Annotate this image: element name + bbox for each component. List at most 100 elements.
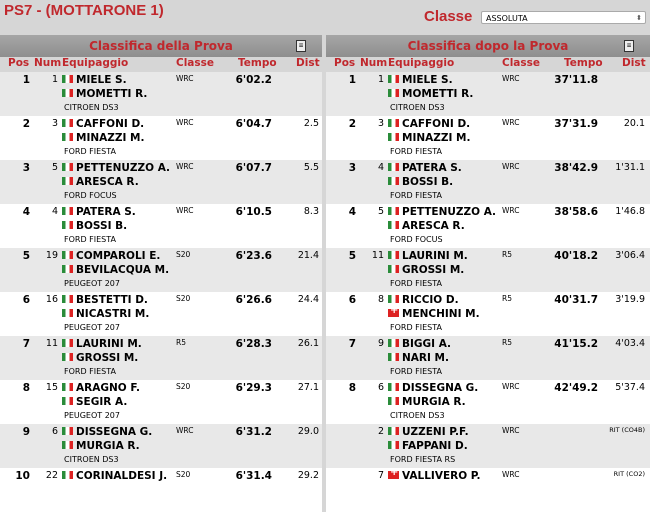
time: 40'18.2 [554,250,598,262]
header-classe[interactable]: Classe [176,57,215,69]
header-num[interactable]: Num [34,57,62,69]
header-pos[interactable]: Pos [8,57,30,69]
driver-name: LAURINI M. [76,338,142,350]
pos: 10 [15,470,30,482]
codriver[interactable]: MOMETTI R. [62,88,147,100]
codriver[interactable]: MINAZZI M. [388,132,471,144]
codriver[interactable]: BOSSI B. [62,220,127,232]
driver[interactable]: LAURINI M. [62,338,142,350]
driver[interactable]: PETTENUZZO A. [388,206,496,218]
driver[interactable]: BESTETTI D. [62,294,148,306]
print-icon[interactable]: ≡ [296,40,306,52]
table-row: 2 3 CAFFONI D. MINAZZI M. FORD FIESTA WRC 37'3… [326,116,650,160]
class: WRC [502,470,520,479]
time: 42'49.2 [554,382,598,394]
header-num[interactable]: Num [360,57,388,69]
codriver[interactable]: MENCHINI M. [388,305,480,320]
header-equipaggio[interactable]: Equipaggio [62,57,129,69]
dist: 1'31.1 [615,162,645,173]
classe-select-value: ASSOLUTA [486,14,528,23]
car: CITROEN DS3 [64,103,119,112]
italian-flag-icon [62,75,73,83]
italian-flag-icon [62,309,73,317]
codriver[interactable]: GROSSI M. [388,264,464,276]
codriver-name: ARESCA R. [76,176,139,188]
codriver-name: FAPPANI D. [402,440,468,452]
header-dist[interactable]: Dist [296,57,320,69]
page-title: PS7 - (MOTTARONE 1) [4,2,164,19]
dist: 5'37.4 [615,382,645,393]
num: 4 [51,206,58,217]
dist: 2.5 [303,118,319,129]
codriver[interactable]: SEGIR A. [62,396,127,408]
codriver[interactable]: BEVILACQUA M. [62,264,169,276]
driver[interactable]: UZZENI P.F. [388,426,469,438]
codriver[interactable]: MURGIA R. [62,440,140,452]
table-row: 3 5 PETTENUZZO A. ARESCA R. FORD FOCUS WRC 6'0… [0,160,322,204]
car: FORD FIESTA [64,367,116,376]
class: WRC [176,162,194,171]
pos: 5 [348,250,356,262]
driver[interactable]: CAFFONI D. [62,118,144,130]
driver[interactable]: DISSEGNA G. [62,426,152,438]
header-tempo[interactable]: Tempo [564,57,603,69]
driver[interactable]: VALLIVERO P. [388,467,481,482]
codriver[interactable]: BOSSI B. [388,176,453,188]
codriver-name: BOSSI B. [76,220,128,232]
class: WRC [502,118,520,127]
driver[interactable]: COMPAROLI E. [62,250,160,262]
num: 2 [377,426,384,437]
num: 1 [377,74,384,85]
driver[interactable]: MIELE S. [62,74,127,86]
class: WRC [502,206,520,215]
codriver[interactable]: ARESCA R. [62,176,139,188]
pos: 4 [22,206,30,218]
codriver[interactable]: MINAZZI M. [62,132,145,144]
codriver-name: ARESCA R. [402,220,465,232]
pos: 8 [348,382,356,394]
driver[interactable]: DISSEGNA G. [388,382,478,394]
driver-name: PETTENUZZO A. [76,162,171,174]
codriver[interactable]: ARESCA R. [388,220,465,232]
driver[interactable]: PATERA S. [388,162,462,174]
header-tempo[interactable]: Tempo [238,57,277,69]
driver-name: DISSEGNA G. [402,382,479,394]
num: 5 [377,206,384,217]
codriver[interactable]: MOMETTI R. [388,88,473,100]
time: 6'26.6 [235,294,272,306]
driver[interactable]: ARAGNO F. [62,382,140,394]
driver[interactable]: CORINALDESI J. [62,470,167,482]
driver[interactable]: RICCIO D. [388,294,459,306]
pos: 7 [22,338,30,350]
dist: 29.2 [297,470,319,481]
driver[interactable]: LAURINI M. [388,250,468,262]
table-row: 1 1 MIELE S. MOMETTI R. CITROEN DS3 WRC 37'11.… [326,72,650,116]
codriver-name: SEGIR A. [76,396,128,408]
italian-flag-icon [62,163,73,171]
codriver[interactable]: MURGIA R. [388,396,466,408]
codriver[interactable]: NARI M. [388,352,449,364]
italian-flag-icon [62,353,73,361]
driver-name: BIGGI A. [402,338,452,350]
driver[interactable]: MIELE S. [388,74,453,86]
print-icon[interactable]: ≡ [624,40,634,52]
driver[interactable]: BIGGI A. [388,338,451,350]
dist: 29.0 [297,426,319,437]
driver[interactable]: PATERA S. [62,206,136,218]
driver[interactable]: PETTENUZZO A. [62,162,170,174]
column-headers: Pos Num Equipaggio Classe Tempo Dist [0,57,322,72]
codriver[interactable]: NICASTRI M. [62,308,149,320]
time: 6'29.3 [235,382,272,394]
header-classe[interactable]: Classe [502,57,541,69]
dist: 27.1 [297,382,319,393]
panel-title: Classifica della Prova [89,39,233,53]
class: R5 [502,250,512,259]
time: 6'31.2 [235,426,272,438]
classe-select[interactable]: ASSOLUTA ⬍ [481,11,646,24]
header-equipaggio[interactable]: Equipaggio [388,57,455,69]
driver[interactable]: CAFFONI D. [388,118,470,130]
header-pos[interactable]: Pos [334,57,356,69]
codriver[interactable]: FAPPANI D. [388,440,468,452]
codriver[interactable]: GROSSI M. [62,352,138,364]
header-dist[interactable]: Dist [622,57,646,69]
